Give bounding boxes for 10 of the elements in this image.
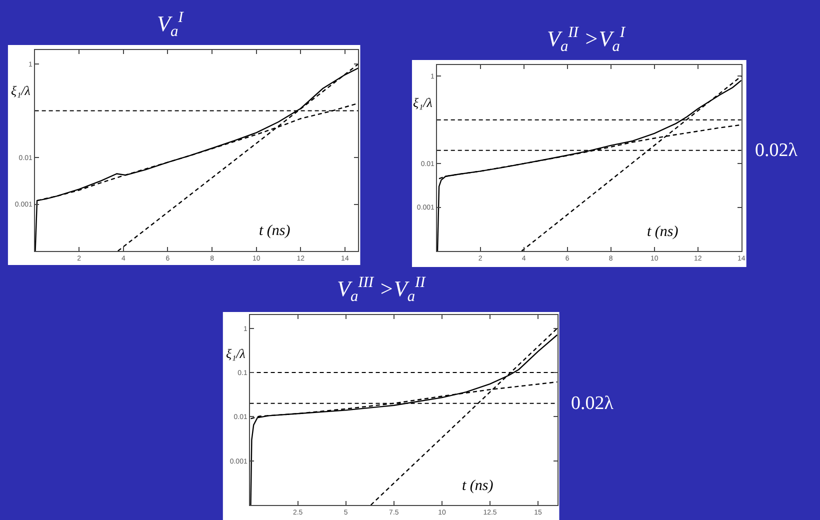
y-axis-title: ξ₁/λ <box>413 95 433 110</box>
ref-line-label: 0.02λ <box>755 140 798 161</box>
y-axis-title: ξ₁/λ <box>11 83 31 98</box>
y-axis-title: ξ₁/λ <box>226 346 246 361</box>
x-axis-title: t (ns) <box>259 223 290 239</box>
line-series <box>34 68 358 251</box>
x-axis-title: t (ns) <box>647 224 678 240</box>
ref-line-label: 0.02λ <box>571 393 614 414</box>
line-series <box>436 80 742 251</box>
x-axis-title: t (ns) <box>462 478 494 494</box>
